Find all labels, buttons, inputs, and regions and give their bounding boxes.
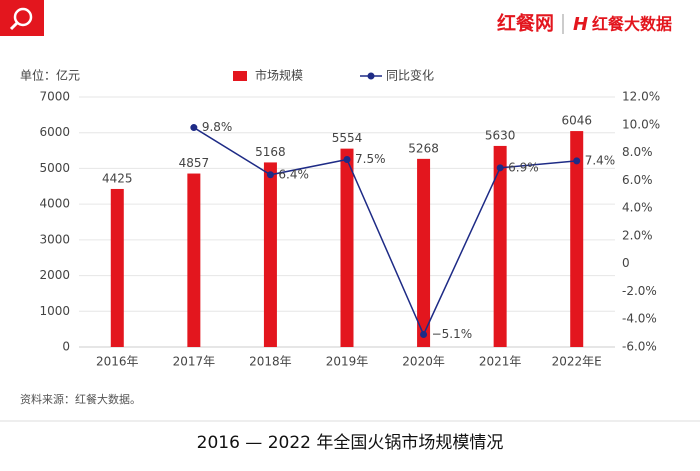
line-value-label: −5.1% xyxy=(432,327,473,341)
x-tick-label: 2018年 xyxy=(249,355,292,369)
y-axis-label: 单位：亿元 xyxy=(20,68,80,83)
y2-tick-label: 6.0% xyxy=(622,173,653,187)
legend-swatch xyxy=(233,71,247,81)
y-tick-label: 5000 xyxy=(39,161,70,175)
bar-value-label: 4425 xyxy=(102,171,133,185)
y2-tick-label: 8.0% xyxy=(622,145,653,159)
y2-tick-label: -6.0% xyxy=(622,340,657,354)
bar xyxy=(417,158,431,347)
y-tick-label: 4000 xyxy=(39,197,70,211)
legend-swatch xyxy=(367,72,375,80)
brand: 红餐网 xyxy=(497,12,554,35)
y2-tick-label: -2.0% xyxy=(622,284,657,298)
x-tick-label: 2016年 xyxy=(96,355,139,369)
line-point xyxy=(190,124,198,132)
brand-icon: H xyxy=(573,14,588,35)
bar xyxy=(263,162,277,347)
bar xyxy=(187,173,201,347)
y2-tick-label: 12.0% xyxy=(622,90,660,104)
y2-tick-label: 0 xyxy=(622,256,630,270)
bar-value-label: 4857 xyxy=(179,156,210,170)
chart-title: 2016 — 2022 年全国火锅市场规模情况 xyxy=(197,433,504,453)
bar-value-label: 5268 xyxy=(408,141,439,155)
y2-tick-label: 4.0% xyxy=(622,201,653,215)
y-tick-label: 1000 xyxy=(39,304,70,318)
logo xyxy=(0,0,44,36)
y-tick-label: 3000 xyxy=(39,232,70,246)
bar-value-label: 5554 xyxy=(332,131,363,145)
logo-icon xyxy=(13,7,33,27)
bar xyxy=(493,145,507,347)
y-tick-label: 2000 xyxy=(39,268,70,282)
line-point xyxy=(573,157,581,165)
line-point xyxy=(343,156,351,163)
line-point xyxy=(420,331,428,338)
x-tick-label: 2017年 xyxy=(173,355,216,369)
x-tick-label: 2019年 xyxy=(326,355,369,369)
line-value-label: 9.8% xyxy=(202,120,233,134)
y-tick-label: 6000 xyxy=(39,125,70,139)
line-value-label: 6.4% xyxy=(278,167,309,181)
bar-value-label: 6046 xyxy=(561,114,592,128)
bar-value-label: 5168 xyxy=(255,145,286,159)
bar xyxy=(570,131,584,347)
y2-tick-label: -4.0% xyxy=(622,312,657,326)
line-point xyxy=(266,171,274,179)
line-value-label: 7.5% xyxy=(355,152,386,166)
legend-label: 市场规模 xyxy=(255,68,303,83)
legend-label: 同比变化 xyxy=(386,68,434,83)
line-value-label: 6.9% xyxy=(508,160,538,174)
logo-icon xyxy=(9,21,19,31)
line-value-label: 7.4% xyxy=(585,153,616,167)
bar xyxy=(340,148,354,347)
bar-value-label: 5630 xyxy=(485,128,516,142)
x-tick-label: 2020年 xyxy=(402,355,445,369)
y2-tick-label: 2.0% xyxy=(622,228,653,242)
y2-tick-label: 10.0% xyxy=(622,117,660,131)
source: 资料来源：红餐大数据。 xyxy=(20,392,141,406)
bar xyxy=(110,188,124,347)
line-point xyxy=(496,164,504,172)
line xyxy=(193,126,577,337)
y-tick-label: 7000 xyxy=(39,90,70,104)
x-tick-label: 2022年E xyxy=(552,355,602,369)
sub-brand: 红餐大数据 xyxy=(592,15,672,34)
x-tick-label: 2021年 xyxy=(479,355,522,369)
y-tick-label: 0 xyxy=(62,340,70,354)
